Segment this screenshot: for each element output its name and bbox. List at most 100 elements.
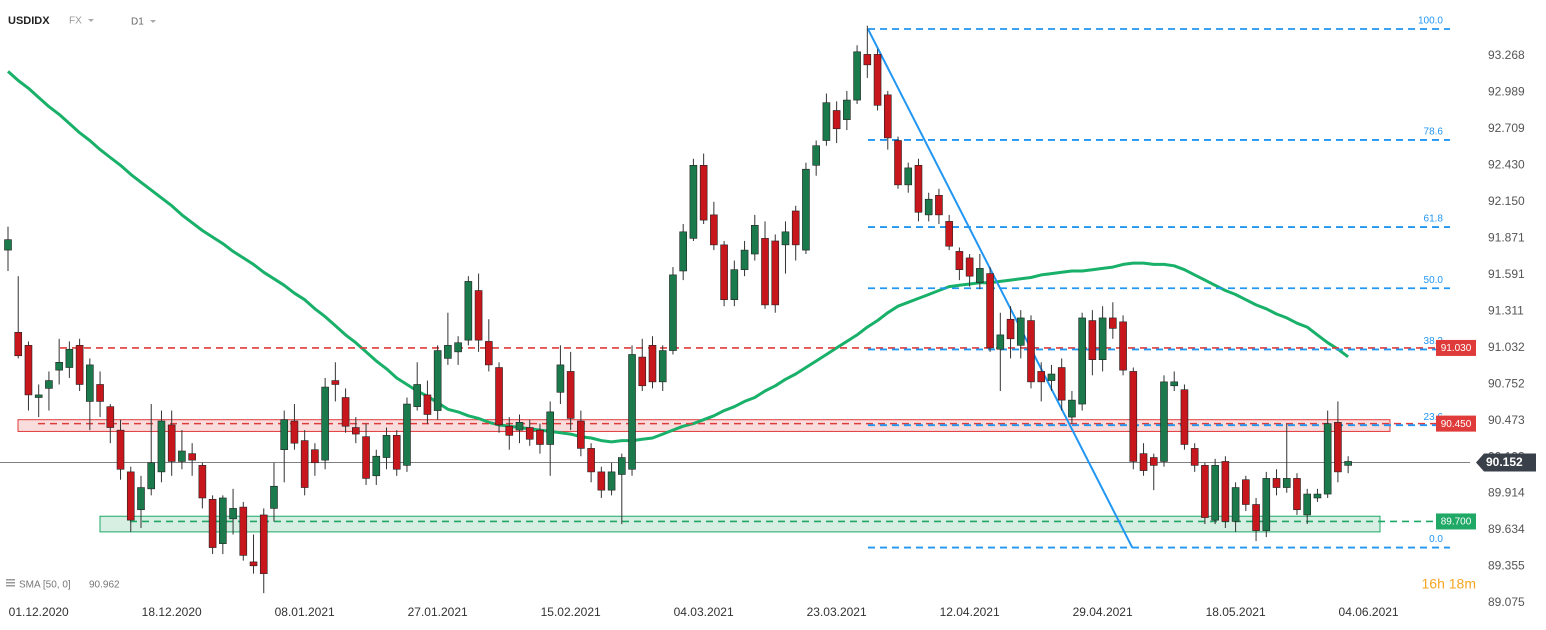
candle-body bbox=[822, 102, 831, 141]
last-price-label: 90.152 bbox=[1486, 455, 1523, 469]
level-tag bbox=[1436, 339, 1476, 356]
candle-body bbox=[1221, 461, 1230, 522]
candle-body bbox=[1303, 493, 1312, 516]
level-tag-label: 90.450 bbox=[1441, 419, 1472, 430]
candle-body bbox=[669, 274, 677, 351]
caret bbox=[88, 19, 94, 22]
candle-body bbox=[137, 487, 145, 511]
candle-body bbox=[812, 145, 820, 166]
fib-label: 0.0 bbox=[1429, 534, 1443, 545]
candle-body bbox=[750, 225, 759, 255]
x-tick-label: 29.04.2021 bbox=[1073, 605, 1133, 619]
candle-body bbox=[556, 364, 565, 393]
candle-body bbox=[1129, 371, 1138, 462]
candle-body bbox=[1170, 381, 1179, 387]
fib-label: 100.0 bbox=[1418, 16, 1443, 27]
candle-body bbox=[802, 168, 810, 251]
candle-body bbox=[14, 331, 23, 357]
candle-body bbox=[505, 425, 514, 436]
candle-body bbox=[485, 341, 493, 366]
candle-body bbox=[208, 498, 217, 548]
candle-body bbox=[1344, 461, 1352, 466]
candle-body bbox=[914, 164, 923, 213]
y-tick-label: 92.709 bbox=[1488, 121, 1525, 135]
candle-body bbox=[863, 54, 872, 66]
candle-body bbox=[86, 364, 94, 402]
candle-body bbox=[178, 450, 186, 462]
candle-body bbox=[832, 110, 841, 130]
y-tick-label: 92.989 bbox=[1488, 85, 1525, 99]
y-tick-label: 91.311 bbox=[1488, 303, 1524, 317]
candle-body bbox=[577, 420, 585, 449]
candle-body bbox=[259, 514, 268, 574]
candle-body bbox=[1190, 448, 1199, 466]
candle-body bbox=[126, 471, 135, 521]
candle-body bbox=[464, 281, 473, 341]
candle-body bbox=[280, 419, 289, 451]
candle-body bbox=[1282, 478, 1291, 488]
candle-body bbox=[1242, 479, 1250, 505]
market: FX bbox=[69, 16, 82, 27]
candle-body bbox=[1149, 457, 1158, 466]
y-tick-label: 90.752 bbox=[1488, 376, 1525, 390]
candle-body bbox=[1262, 478, 1271, 531]
candle-body bbox=[730, 269, 739, 300]
candle-body bbox=[1027, 320, 1035, 383]
candle-body bbox=[771, 240, 780, 306]
x-tick-label: 23.03.2021 bbox=[807, 605, 867, 619]
symbol[interactable]: USDIDX bbox=[8, 15, 50, 27]
candle-body bbox=[955, 251, 964, 270]
caret bbox=[150, 20, 156, 23]
candle-body bbox=[996, 334, 1005, 350]
candle-body bbox=[229, 508, 237, 520]
x-tick-label: 04.06.2021 bbox=[1339, 605, 1399, 619]
candle-body bbox=[157, 420, 166, 473]
y-tick-label: 89.914 bbox=[1488, 486, 1525, 500]
candle-body bbox=[239, 506, 248, 556]
candle-body bbox=[1180, 389, 1189, 445]
candle-body bbox=[372, 455, 381, 477]
candle-body bbox=[75, 345, 84, 385]
y-tick-label: 92.150 bbox=[1488, 194, 1525, 208]
interval[interactable]: D1 bbox=[131, 17, 144, 28]
candle-body bbox=[546, 411, 554, 445]
candle-body bbox=[1088, 320, 1097, 360]
fib-label: 38.2 bbox=[1424, 336, 1444, 347]
candle-body bbox=[1047, 373, 1056, 381]
candle-body bbox=[945, 221, 953, 247]
x-tick-label: 12.04.2021 bbox=[940, 605, 1000, 619]
candle-body bbox=[638, 356, 647, 387]
candle-body bbox=[403, 403, 411, 466]
candle-body bbox=[781, 231, 790, 246]
candle-body bbox=[986, 273, 994, 349]
x-tick-label: 18.05.2021 bbox=[1206, 605, 1266, 619]
level-tag-label: 89.700 bbox=[1441, 517, 1472, 528]
candle-body bbox=[1313, 493, 1322, 499]
candle-body bbox=[965, 257, 974, 277]
candle-body bbox=[699, 164, 708, 221]
candle-body bbox=[106, 406, 115, 428]
x-tick-label: 27.01.2021 bbox=[408, 605, 468, 619]
zone-box bbox=[99, 515, 1381, 533]
candle-body bbox=[1078, 317, 1086, 405]
candle-body bbox=[331, 380, 340, 385]
candle-body bbox=[96, 384, 104, 402]
candle-body bbox=[843, 99, 851, 120]
y-tick-label: 91.032 bbox=[1488, 340, 1525, 354]
level-tag-label: 91.030 bbox=[1441, 343, 1472, 354]
x-tick-label: 01.12.2020 bbox=[9, 605, 69, 619]
candle-body bbox=[1098, 317, 1107, 360]
candle-body bbox=[587, 448, 595, 473]
candle-body bbox=[1016, 317, 1025, 346]
candle-body bbox=[198, 465, 207, 499]
candle-body bbox=[1252, 504, 1260, 531]
candle-body bbox=[444, 345, 452, 359]
candle-body bbox=[352, 427, 360, 435]
candle-body bbox=[45, 380, 53, 389]
candle-body bbox=[924, 198, 933, 216]
candle-body bbox=[362, 436, 370, 479]
x-tick-label: 04.03.2021 bbox=[674, 605, 734, 619]
fib-label: 23.6 bbox=[1424, 412, 1444, 423]
level-tag bbox=[1436, 415, 1476, 432]
